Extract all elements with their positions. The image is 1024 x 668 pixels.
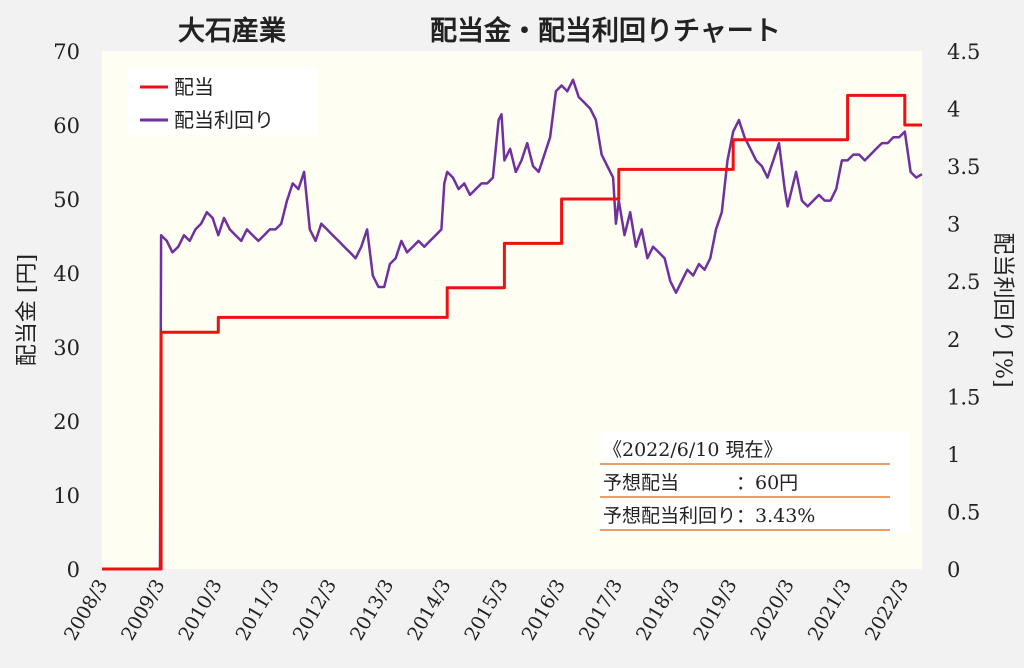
info-heading: 《2022/6/10 現在》 — [603, 439, 782, 461]
x-tick-label: 2019/3 — [689, 576, 741, 645]
left-axis-label: 配当金 [円] — [15, 254, 40, 366]
info-row-dividend: 予想配当 ：60円 — [603, 472, 798, 494]
x-tick-label: 2022/3 — [861, 576, 913, 645]
x-tick-label: 2008/3 — [60, 576, 112, 645]
right-tick-label: 2.5 — [947, 270, 980, 294]
yield-line — [102, 78, 923, 571]
left-tick-label: 0 — [67, 558, 80, 582]
right-tick-label: 3 — [947, 213, 960, 237]
x-tick-label: 2011/3 — [231, 576, 283, 645]
x-tick-label: 2021/3 — [804, 576, 856, 645]
right-tick-label: 3.5 — [947, 155, 980, 179]
legend-label-dividend: 配当 — [174, 75, 214, 99]
left-axis: 0 10 20 30 40 50 60 70 — [53, 40, 80, 582]
x-tick-label: 2014/3 — [403, 576, 455, 645]
legend-box — [128, 67, 318, 135]
title-company: 大石産業 — [178, 15, 286, 47]
right-tick-label: 0 — [947, 558, 960, 582]
right-tick-label: 1 — [947, 443, 960, 467]
right-tick-label: 1.5 — [947, 385, 980, 409]
left-tick-label: 20 — [53, 410, 80, 434]
info-box: 《2022/6/10 現在》 予想配当 ：60円 予想配当利回り：3.43% — [600, 432, 910, 532]
legend-label-yield: 配当利回り — [174, 108, 274, 132]
x-tick-label: 2012/3 — [289, 576, 341, 645]
right-tick-label: 4.5 — [947, 40, 980, 64]
left-tick-label: 50 — [53, 188, 80, 212]
left-tick-label: 40 — [53, 262, 80, 286]
legend: 配当 配当利回り — [128, 67, 318, 135]
left-tick-label: 30 — [53, 336, 80, 360]
x-tick-label: 2010/3 — [174, 576, 226, 645]
right-tick-label: 0.5 — [947, 500, 980, 524]
x-tick-label: 2015/3 — [460, 576, 512, 645]
right-tick-label: 4 — [947, 98, 960, 122]
series-layer — [102, 78, 923, 571]
dividend-line — [102, 93, 922, 571]
info-row-yield: 予想配当利回り：3.43% — [603, 505, 815, 527]
left-tick-label: 70 — [53, 40, 80, 64]
x-tick-label: 2018/3 — [632, 576, 684, 645]
right-axis: 0 0.5 1 1.5 2 2.5 3 3.5 4 4.5 — [947, 40, 980, 582]
chart-title: 配当金・配当利回りチャート — [430, 15, 781, 47]
x-axis: 2008/3 2009/3 2010/3 2011/3 2012/3 2013/3 2014… — [60, 576, 913, 645]
x-tick-label: 2016/3 — [518, 576, 570, 645]
x-tick-label: 2013/3 — [346, 576, 398, 645]
left-tick-label: 10 — [53, 484, 80, 508]
x-tick-label: 2017/3 — [575, 576, 627, 645]
right-axis-label: 配当利回り [%] — [990, 232, 1015, 387]
info-box-bg — [600, 432, 910, 532]
x-tick-label: 2009/3 — [117, 576, 169, 645]
left-tick-label: 60 — [53, 114, 80, 138]
x-tick-label: 2020/3 — [746, 576, 798, 645]
right-tick-label: 2 — [947, 328, 960, 352]
